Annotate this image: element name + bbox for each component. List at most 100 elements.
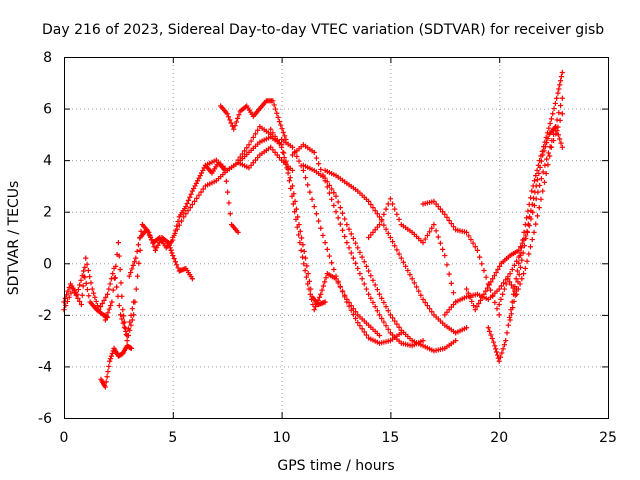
data-point xyxy=(554,128,560,134)
data-point xyxy=(90,290,97,296)
data-point xyxy=(542,144,548,150)
data-point xyxy=(513,276,519,282)
data-point xyxy=(420,338,426,344)
data-point xyxy=(387,234,393,241)
data-point xyxy=(329,196,335,202)
data-point xyxy=(115,240,121,246)
data-point xyxy=(64,298,71,305)
data-point xyxy=(366,198,372,204)
data-point xyxy=(520,237,526,243)
data-point xyxy=(322,299,328,305)
data-point xyxy=(329,186,335,192)
data-point xyxy=(168,247,174,253)
data-point xyxy=(357,323,363,329)
data-point xyxy=(537,164,543,170)
data-point xyxy=(496,301,502,308)
data-point xyxy=(302,175,309,181)
data-point xyxy=(113,263,119,269)
data-point xyxy=(333,209,339,215)
data-point xyxy=(303,274,310,280)
series-arc-6 xyxy=(137,160,241,251)
data-point xyxy=(326,190,333,196)
data-point xyxy=(71,289,78,295)
data-point xyxy=(420,296,426,302)
data-point xyxy=(514,268,521,274)
data-point xyxy=(109,299,115,305)
x-tick-label: 25 xyxy=(599,430,617,446)
series-arc-19 xyxy=(463,95,565,313)
data-point xyxy=(239,151,246,157)
data-point xyxy=(516,272,522,278)
data-point xyxy=(446,217,452,224)
data-point xyxy=(104,313,110,320)
data-point xyxy=(524,258,530,264)
data-point xyxy=(306,286,312,292)
data-point xyxy=(376,312,383,318)
data-point xyxy=(134,248,140,255)
data-point xyxy=(344,299,350,305)
data-point xyxy=(396,251,402,257)
x-tick-label: 0 xyxy=(60,430,69,446)
data-point xyxy=(529,236,535,243)
data-point xyxy=(316,294,323,300)
data-point xyxy=(519,257,525,263)
data-point xyxy=(103,379,109,385)
data-point xyxy=(170,252,176,259)
data-point xyxy=(137,247,143,253)
data-point xyxy=(556,110,562,116)
data-point xyxy=(357,271,363,277)
chart-title: Day 216 of 2023, Sidereal Day-to-day VTE… xyxy=(42,22,604,38)
data-point xyxy=(73,292,79,298)
data-point xyxy=(481,291,487,297)
data-point xyxy=(420,240,426,246)
data-point xyxy=(463,325,470,331)
data-point xyxy=(348,250,354,256)
data-point xyxy=(231,126,237,132)
data-point xyxy=(495,266,501,273)
data-point xyxy=(106,286,112,292)
data-point xyxy=(282,133,288,139)
data-point xyxy=(540,188,546,194)
data-point xyxy=(524,228,530,234)
data-point xyxy=(93,298,99,305)
data-point xyxy=(466,233,472,239)
data-point xyxy=(379,295,385,301)
data-point xyxy=(346,245,352,251)
data-point xyxy=(307,189,313,195)
data-point xyxy=(379,216,385,223)
data-point xyxy=(310,301,316,308)
data-point xyxy=(543,170,549,177)
data-point xyxy=(385,308,391,314)
data-point xyxy=(65,288,71,294)
data-point xyxy=(189,201,195,208)
data-point xyxy=(106,363,112,370)
data-point xyxy=(127,327,133,333)
data-point xyxy=(526,251,532,257)
series-arc-11 xyxy=(268,126,383,339)
data-point xyxy=(335,215,341,221)
data-point xyxy=(122,325,128,331)
data-point xyxy=(503,338,509,344)
data-point xyxy=(363,263,370,269)
data-point xyxy=(111,275,118,281)
data-point xyxy=(467,294,473,300)
data-point xyxy=(105,368,111,375)
data-point xyxy=(435,234,441,240)
data-point xyxy=(183,203,189,210)
data-point xyxy=(200,186,206,192)
data-point xyxy=(301,248,307,255)
data-point xyxy=(507,271,513,277)
data-point xyxy=(82,264,88,271)
data-point xyxy=(555,124,561,130)
data-point xyxy=(96,307,102,313)
data-point xyxy=(290,201,296,207)
data-point xyxy=(494,352,501,358)
data-point xyxy=(368,201,374,208)
data-point xyxy=(103,294,109,300)
data-point xyxy=(255,127,261,133)
data-point xyxy=(368,273,374,279)
data-point xyxy=(453,338,459,344)
data-point xyxy=(305,271,311,277)
data-point xyxy=(188,191,194,197)
series-arc-9 xyxy=(218,98,289,143)
